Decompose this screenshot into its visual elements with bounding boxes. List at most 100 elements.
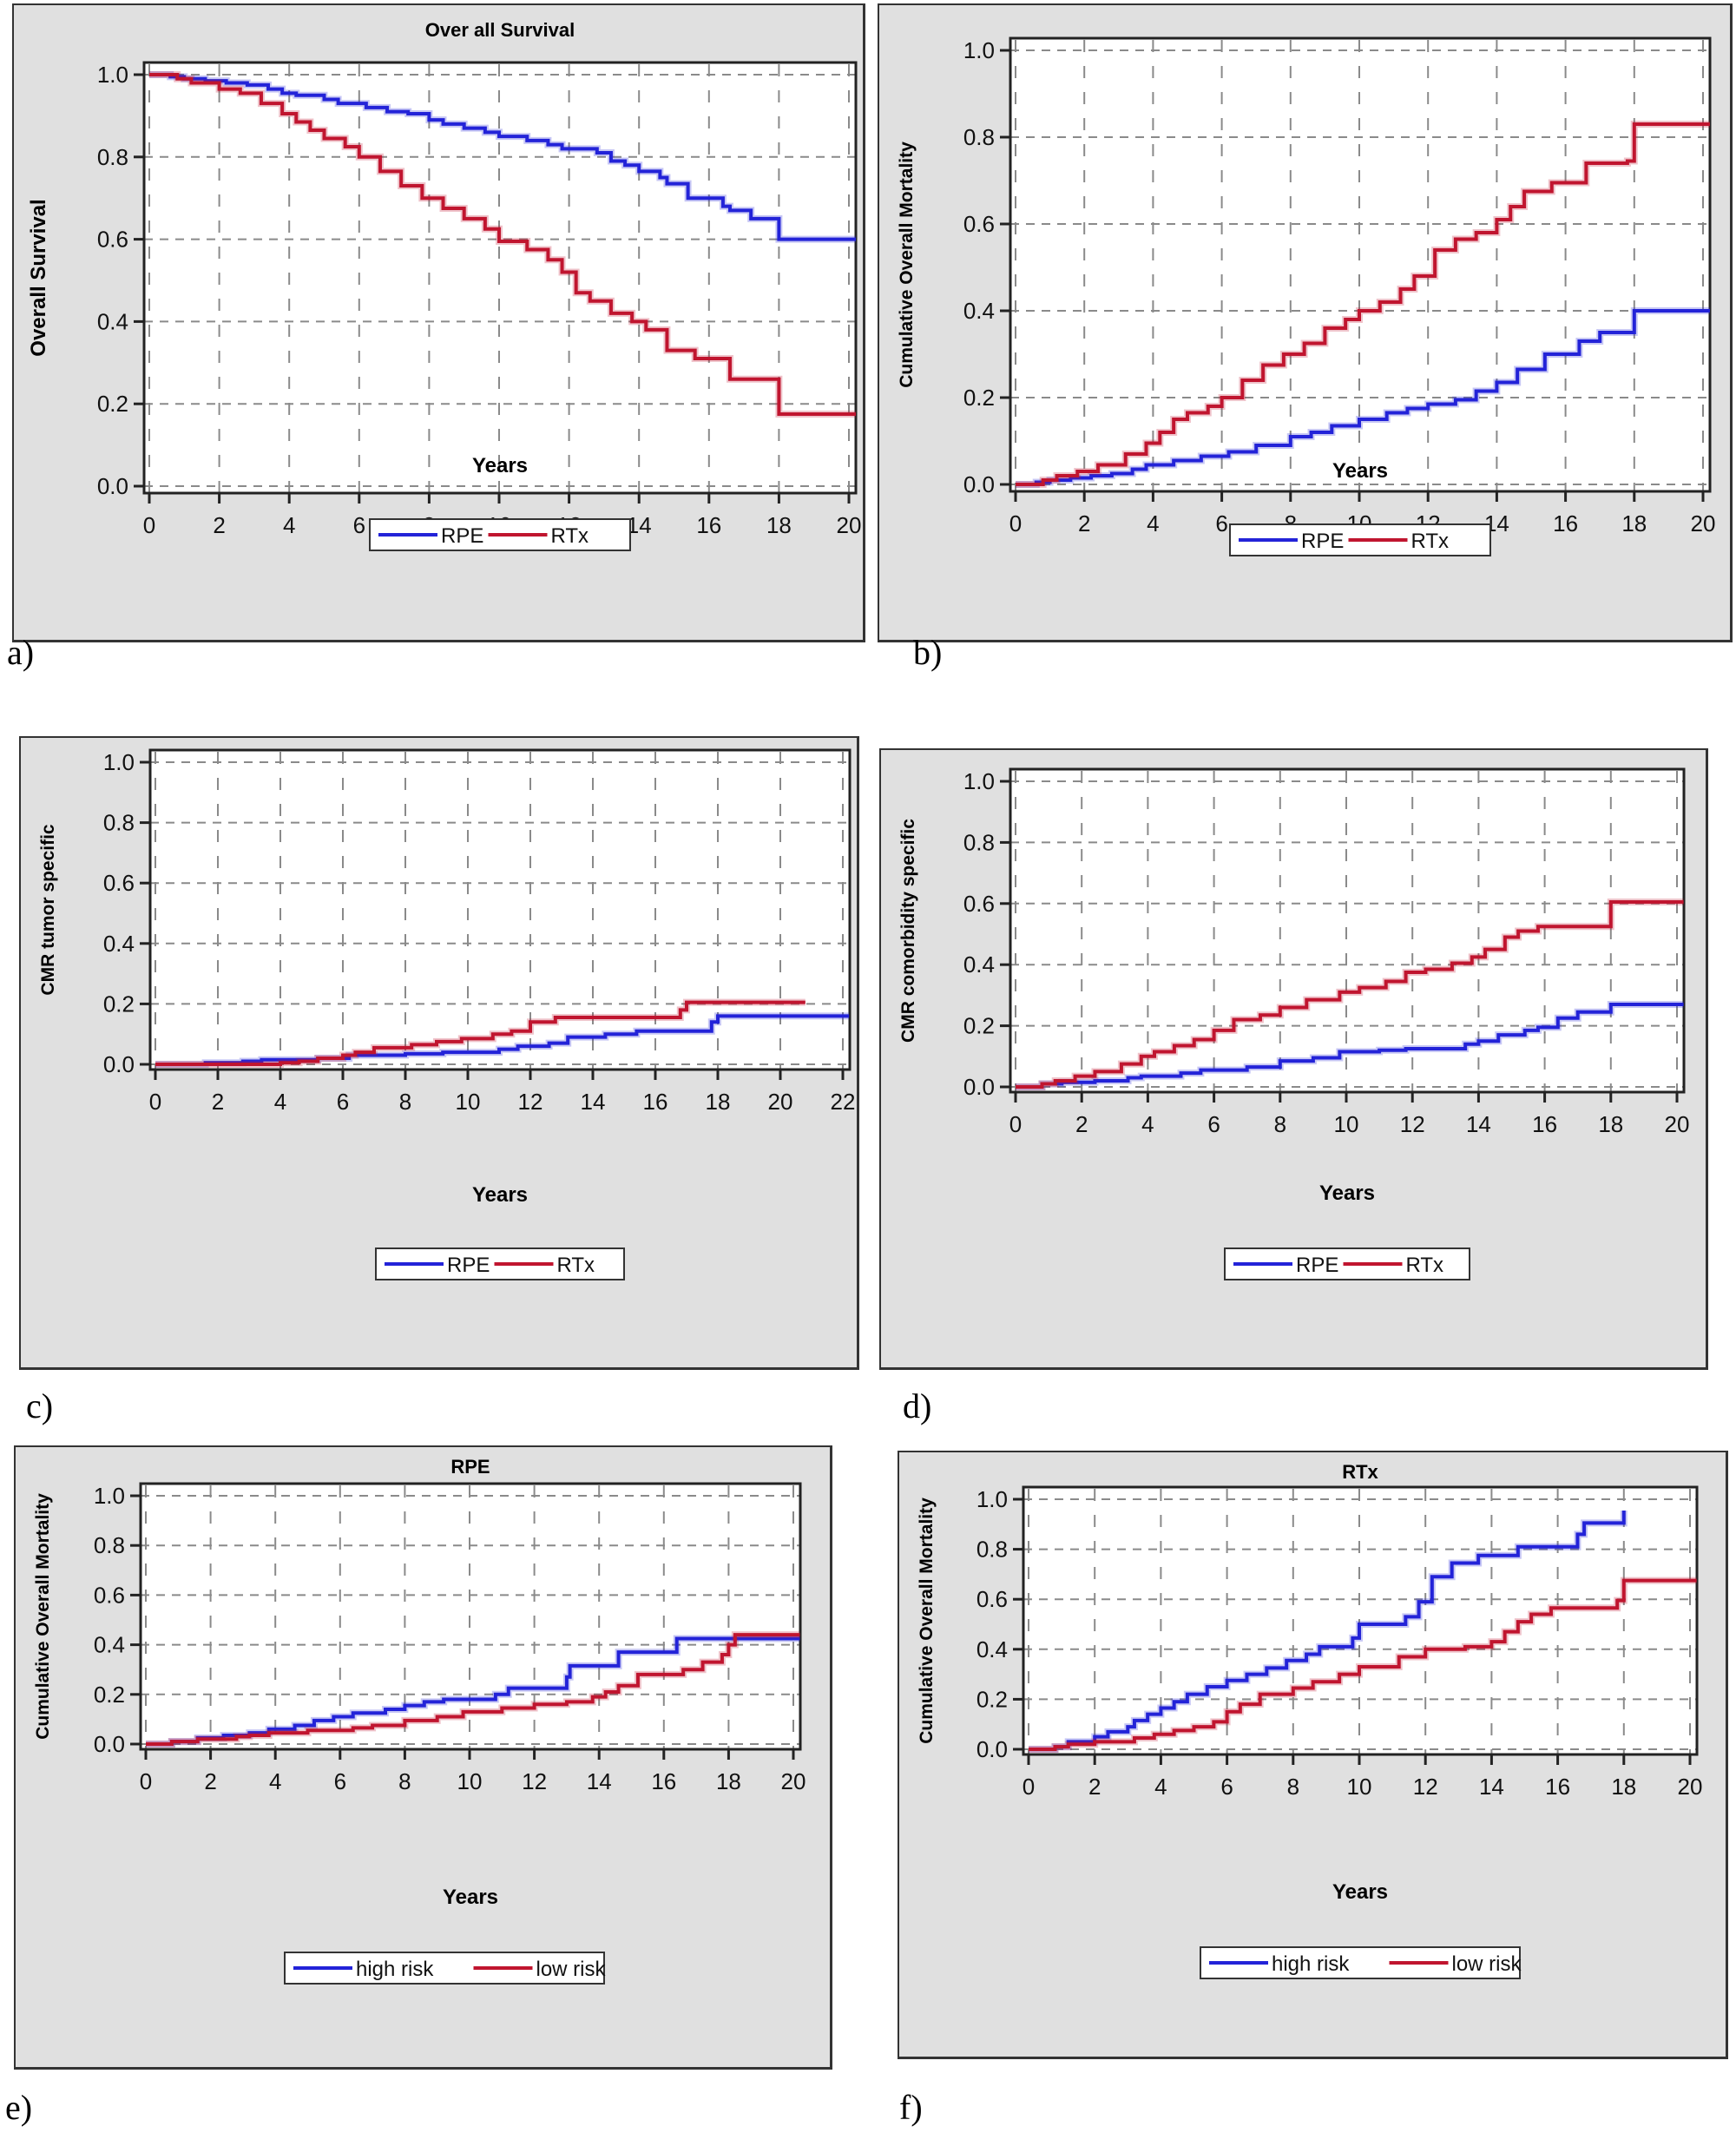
- x-tick-label: 20: [781, 1768, 806, 1794]
- x-tick-label: 4: [1147, 510, 1159, 536]
- x-tick-label: 14: [587, 1768, 612, 1794]
- x-tick-label: 6: [1215, 510, 1227, 536]
- legend: RPE RTx: [369, 518, 631, 551]
- legend: RPE RTx: [1229, 523, 1491, 556]
- y-tick-label: 1.0: [103, 749, 135, 775]
- x-tick-label: 4: [1141, 1111, 1154, 1137]
- legend-item: RPE: [1233, 1254, 1338, 1277]
- x-axis-label: Years: [1332, 1880, 1388, 1904]
- y-tick-label: 0.0: [103, 1051, 135, 1077]
- x-tick-label: 2: [204, 1768, 216, 1794]
- x-tick-label: 18: [1611, 1774, 1636, 1800]
- y-tick-label: 0.8: [963, 124, 995, 150]
- x-tick-label: 12: [518, 1089, 543, 1115]
- y-tick-label: 0.6: [97, 227, 128, 253]
- x-tick-label: 16: [1545, 1774, 1570, 1800]
- y-tick-label: 1.0: [976, 1486, 1008, 1512]
- x-tick-label: 16: [1532, 1111, 1557, 1137]
- chart-title: RTx: [1342, 1461, 1378, 1483]
- y-tick-label: 0.6: [963, 211, 995, 237]
- legend-label: low risk: [1452, 1952, 1522, 1976]
- y-tick-label: 0.8: [976, 1537, 1008, 1563]
- y-axis-label: Cumulative Overall Mortality: [917, 1498, 937, 1744]
- series-line-rpe: [149, 73, 857, 241]
- y-tick-label: 0.8: [94, 1532, 125, 1558]
- legend-label: RPE: [441, 524, 483, 548]
- y-tick-label: 0.2: [963, 385, 995, 411]
- y-tick-label: 0.6: [103, 870, 135, 896]
- x-tick-label: 4: [274, 1089, 286, 1115]
- x-tick-label: 0: [1009, 1111, 1022, 1137]
- panel-e: RPE 0.0 0.2 0.4 0.6 0.8 1.0 0 2 4 6 8 10 12 14 16 18 20 Ye…: [14, 1445, 832, 2070]
- legend-label: high risk: [356, 1958, 434, 1981]
- x-tick-label: 4: [1154, 1774, 1167, 1800]
- chart-c: 0.0 0.2 0.4 0.6 0.8 1.0 0 2 4 6 8 10 12 14 16 18 20 22 Yea…: [38, 748, 855, 1280]
- y-tick-label: 0.2: [976, 1686, 1008, 1712]
- y-tick-label: 0.0: [976, 1736, 1008, 1762]
- legend: high risk low risk: [1200, 1946, 1522, 1979]
- y-tick-label: 0.4: [976, 1636, 1008, 1662]
- x-tick-label: 10: [1334, 1111, 1359, 1137]
- x-tick-label: 10: [456, 1089, 481, 1115]
- grid: [1023, 1489, 1697, 1754]
- x-tick-label: 8: [398, 1768, 411, 1794]
- y-tick-label: 1.0: [963, 37, 995, 63]
- legend: RPE RTx: [1224, 1247, 1470, 1280]
- x-tick-label: 12: [1400, 1111, 1425, 1137]
- y-axis-label: Cumulative Overall Mortality: [33, 1493, 53, 1740]
- series-line-rpe: [1016, 1002, 1684, 1089]
- x-tick-label: 18: [716, 1768, 741, 1794]
- x-tick-label: 6: [1220, 1774, 1233, 1800]
- series-line-rtx: [149, 73, 857, 417]
- x-tick-label: 0: [149, 1089, 161, 1115]
- x-tick-label: 6: [353, 512, 365, 538]
- x-tick-label: 14: [1479, 1774, 1504, 1800]
- x-tick-label: 18: [1598, 1111, 1623, 1137]
- y-tick-label: 0.0: [963, 1074, 995, 1100]
- y-tick-label: 1.0: [94, 1483, 125, 1509]
- y-tick-label: 0.2: [963, 1013, 995, 1039]
- y-tick-label: 0.4: [97, 308, 128, 334]
- series-line-rtx: [1016, 122, 1710, 486]
- x-tick-label: 20: [1691, 510, 1716, 536]
- figure-label-e: e): [5, 2088, 33, 2127]
- x-tick-label: 14: [581, 1089, 606, 1115]
- x-tick-label: 4: [269, 1768, 281, 1794]
- y-tick-label: 0.4: [94, 1632, 125, 1658]
- chart-title: Over all Survival: [425, 19, 575, 41]
- y-tick-label: 0.4: [103, 931, 135, 957]
- x-tick-label: 6: [334, 1768, 346, 1794]
- y-tick-label: 0.4: [963, 951, 995, 978]
- x-tick-label: 20: [1678, 1774, 1703, 1800]
- x-axis-label: Years: [472, 1183, 528, 1207]
- x-tick-label: 10: [1347, 1774, 1372, 1800]
- series-line-rtx: [155, 1000, 806, 1066]
- legend-label: RTx: [1406, 1254, 1444, 1277]
- x-tick-label: 4: [283, 512, 295, 538]
- y-tick-label: 1.0: [963, 768, 995, 794]
- x-tick-label: 16: [651, 1768, 676, 1794]
- chart-a: Over all Survival0.00.20.40.60.81.002468…: [27, 19, 861, 551]
- figure-label-b: b): [913, 633, 943, 672]
- y-tick-label: 0.2: [103, 991, 135, 1017]
- x-tick-label: 2: [1078, 510, 1090, 536]
- figure-label-c: c): [26, 1386, 54, 1425]
- x-tick-label: 0: [1023, 1774, 1035, 1800]
- x-tick-label: 16: [1553, 510, 1578, 536]
- chart-e: RPE 0.0 0.2 0.4 0.6 0.8 1.0 0 2 4 6 8 10 12 14 16 18 20 Ye…: [33, 1456, 806, 1985]
- series-line-high-risk: [1029, 1510, 1626, 1751]
- chart-f: RTx 0.0 0.2 0.4 0.6 0.8 1.0 0 2 4 6 8 10 12 14 16 18 20 Ye…: [917, 1461, 1703, 1979]
- x-tick-label: 8: [1287, 1774, 1299, 1800]
- series-line-low-risk: [1029, 1578, 1697, 1751]
- x-tick-label: 10: [457, 1768, 483, 1794]
- x-tick-label: 18: [766, 512, 792, 538]
- x-tick-label: 0: [143, 512, 155, 538]
- panel-d: 0.0 0.2 0.4 0.6 0.8 1.0 0 2 4 6 8 10 12 14 16 18 20 Years…: [879, 748, 1708, 1370]
- series-line-low-risk: [146, 1633, 800, 1746]
- grid: [144, 64, 856, 493]
- y-tick-label: 0.0: [97, 473, 128, 499]
- x-axis-label: Years: [443, 1886, 498, 1909]
- y-tick-label: 0.8: [97, 144, 128, 170]
- grid: [1010, 771, 1684, 1092]
- legend-label: RPE: [1296, 1254, 1338, 1277]
